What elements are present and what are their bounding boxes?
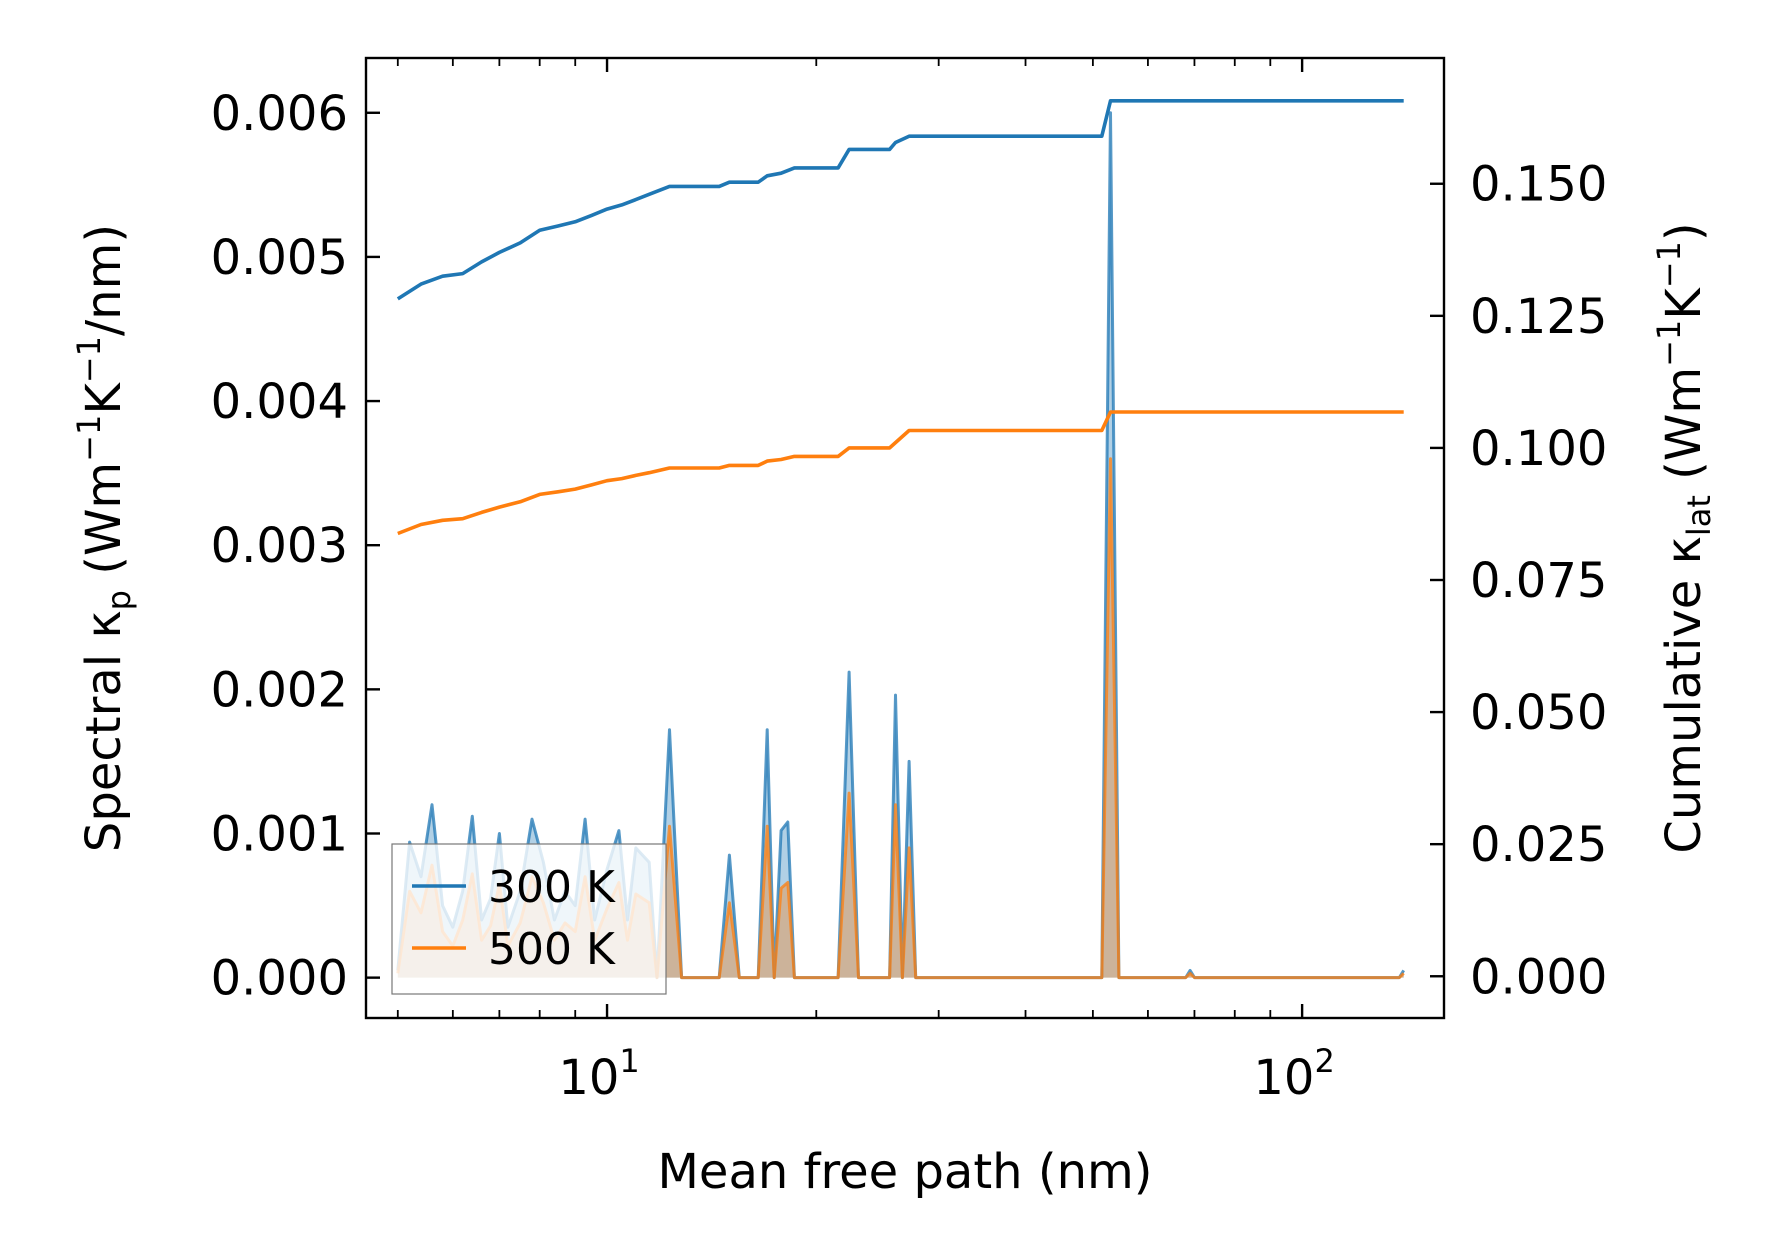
plot-frame bbox=[364, 56, 1446, 1020]
legend-frame bbox=[391, 843, 667, 995]
legend: 300 K 500 K bbox=[391, 843, 667, 995]
x-tick-label: 101 bbox=[558, 1042, 639, 1106]
y-right-tick-label: 0.050 bbox=[1470, 685, 1607, 741]
y-left-tick-label: 0.002 bbox=[211, 662, 348, 718]
y-left-tick-label: 0.005 bbox=[211, 230, 348, 286]
y-right-tick-label: 0.075 bbox=[1470, 553, 1607, 609]
x-tick-label: 102 bbox=[1253, 1042, 1334, 1106]
y-left-tick-label: 0.000 bbox=[211, 951, 348, 1007]
y-right-tick-label: 0.150 bbox=[1470, 157, 1607, 213]
y-right-tick-label: 0.000 bbox=[1470, 949, 1607, 1005]
x-axis-label: Mean free path (nm) bbox=[658, 1144, 1153, 1200]
legend-label-300k: 300 K bbox=[488, 862, 616, 913]
cumulative-line-500k bbox=[397, 410, 1404, 536]
y-right-tick-label: 0.025 bbox=[1470, 817, 1607, 873]
y-axis-label-right: Cumulative κlat (Wm−1K−1) bbox=[1650, 222, 1718, 853]
y-left-tick-label: 0.001 bbox=[211, 806, 348, 862]
y-left-tick-label: 0.003 bbox=[211, 518, 348, 574]
legend-label-500k: 500 K bbox=[488, 924, 616, 975]
ticks-layer: 0.000 0.001 0.002 0.003 0.004 0.005 0.006 0.000… bbox=[211, 58, 1607, 1106]
y-right-tick-label: 0.100 bbox=[1470, 421, 1607, 477]
y-left-tick-label: 0.004 bbox=[211, 374, 348, 430]
cumulative-line-300k bbox=[396, 99, 1404, 301]
y-left-tick-label: 0.006 bbox=[211, 86, 348, 142]
y-axis-label-left: Spectral κp (Wm−1K−1/nm) bbox=[70, 224, 138, 852]
y-right-tick-label: 0.125 bbox=[1470, 289, 1607, 345]
